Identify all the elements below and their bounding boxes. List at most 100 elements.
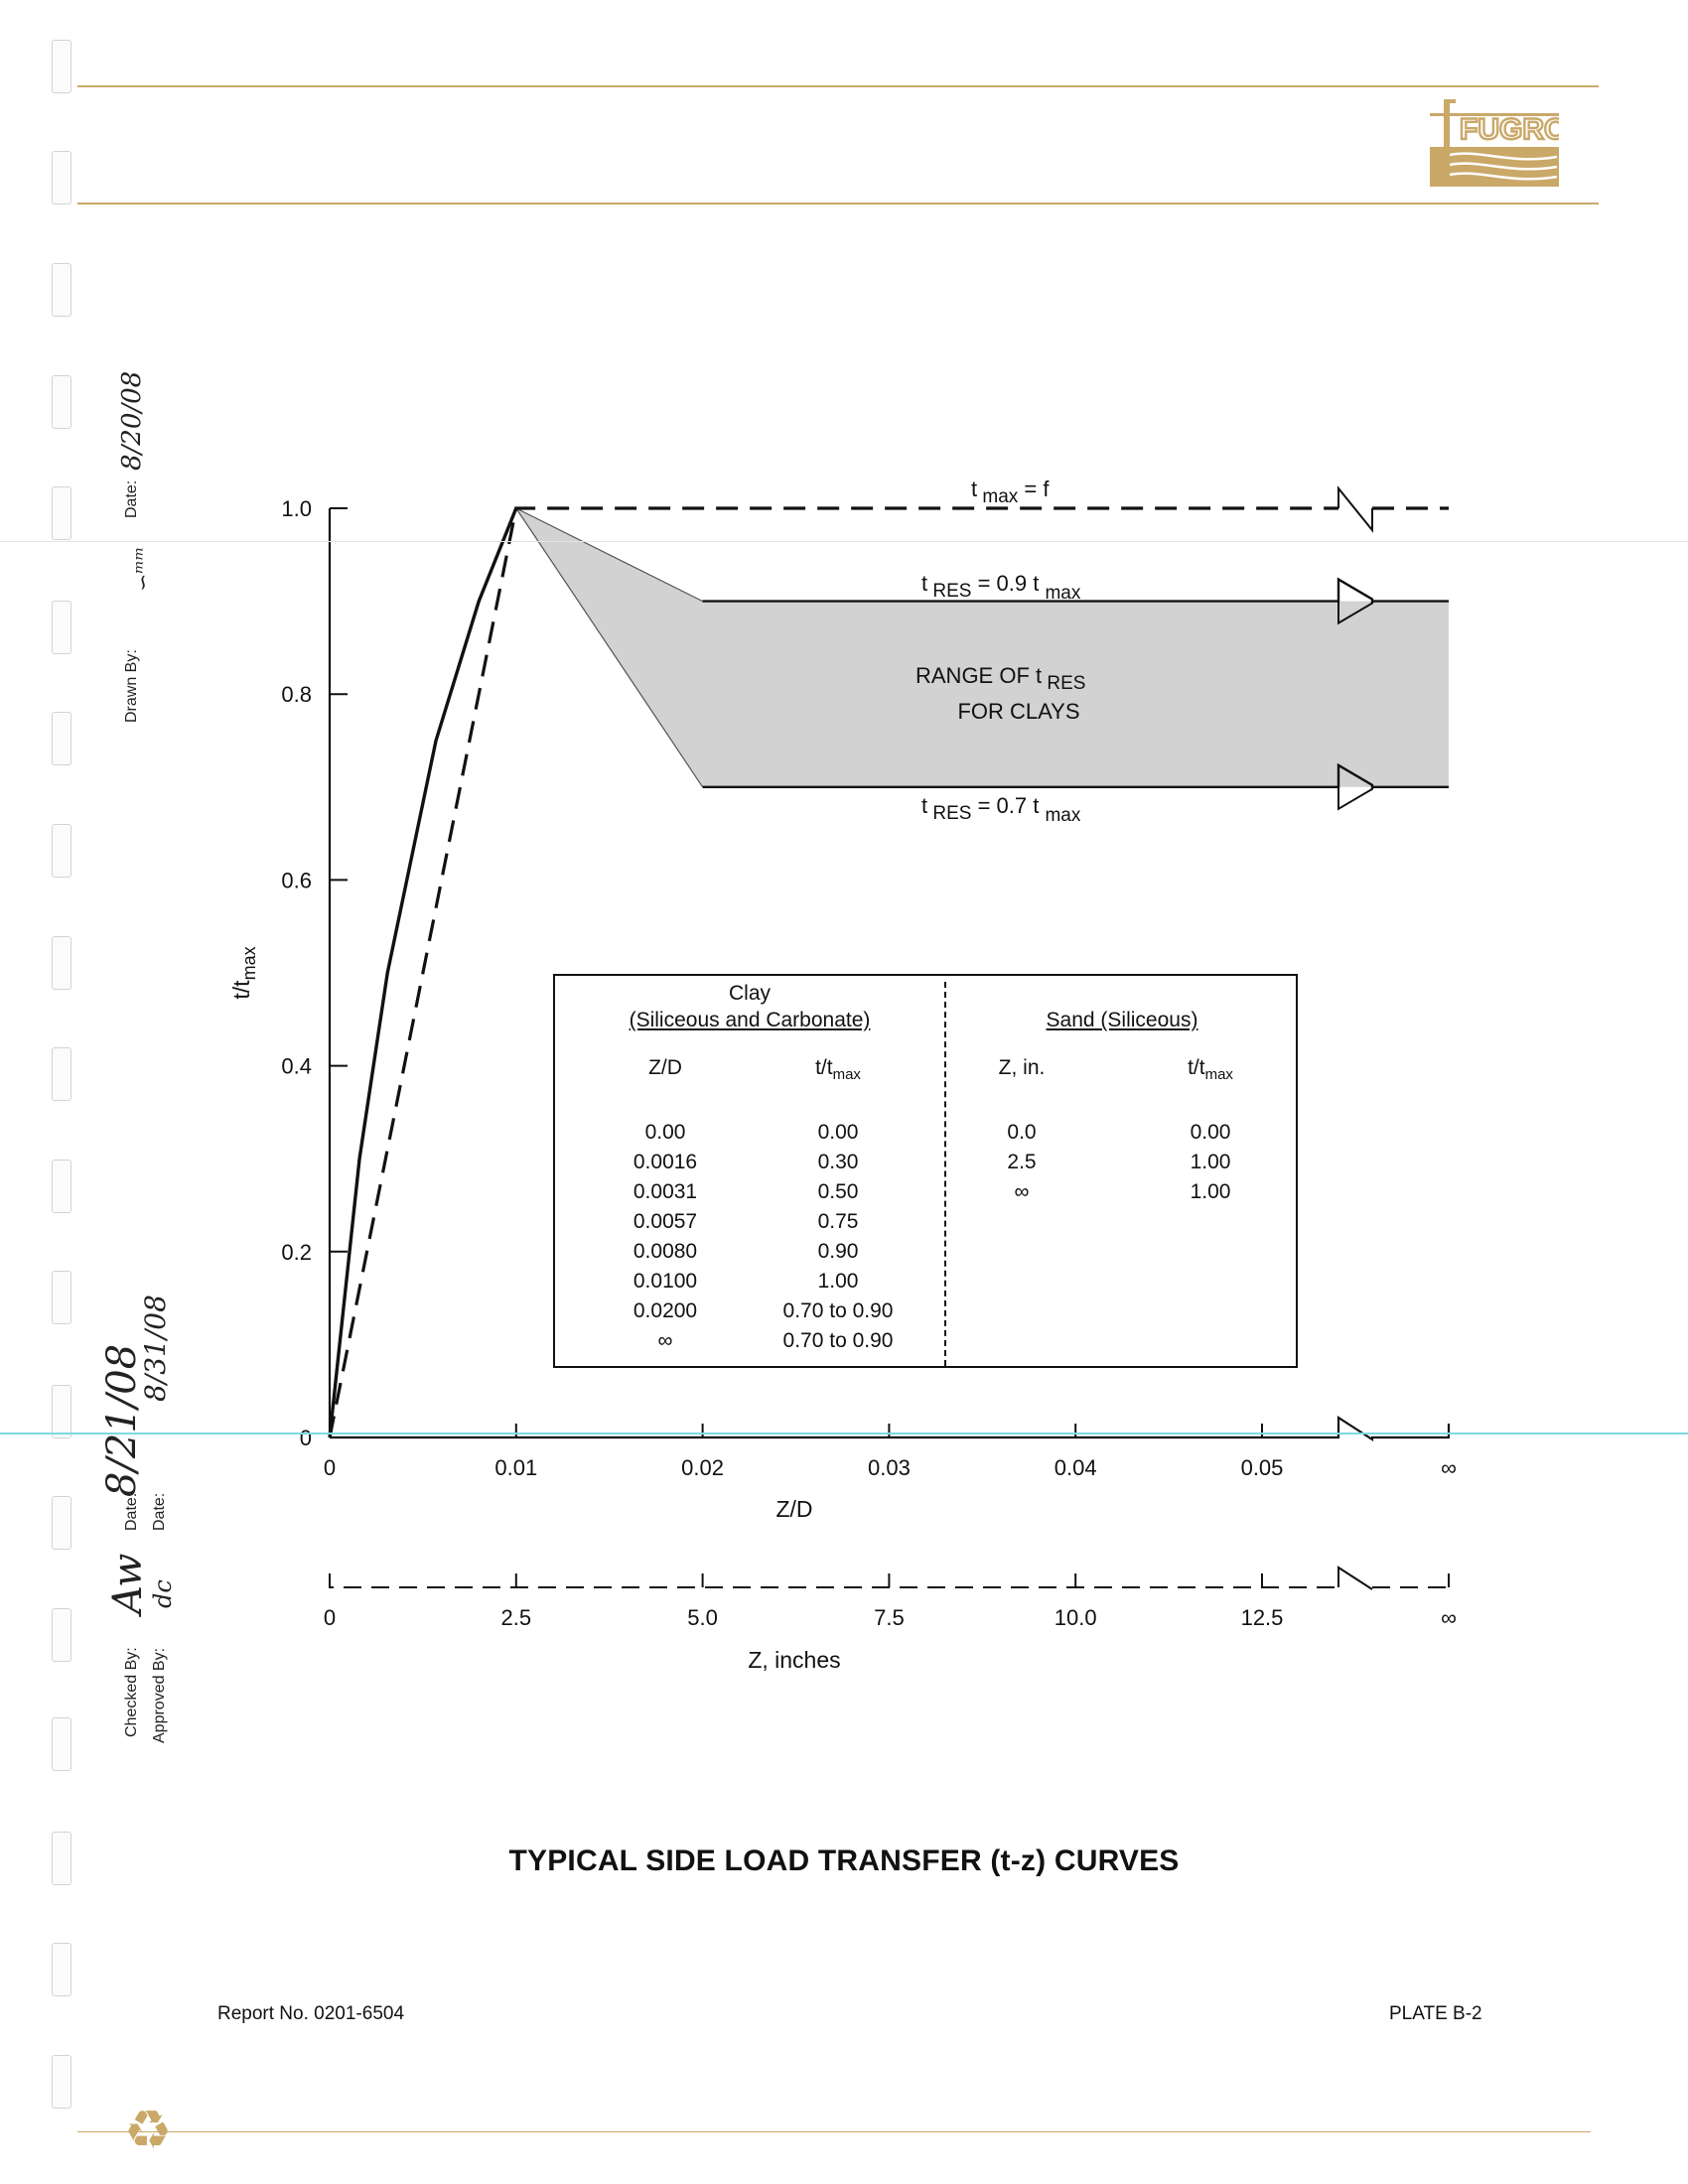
binder-hole [52, 936, 71, 990]
binder-hole [52, 1943, 71, 1996]
binder-hole [52, 1385, 71, 1438]
binder-hole [52, 712, 71, 765]
binder-hole [52, 1608, 71, 1662]
x-tick-label: ∞ [1441, 1455, 1457, 1480]
binder-hole [52, 263, 71, 317]
x-tick-label: 0.05 [1241, 1455, 1284, 1480]
sand-z-cell: 2.5 [1007, 1151, 1037, 1173]
binder-hole [52, 1496, 71, 1550]
clay-ttmax-cell: 0.30 [817, 1151, 859, 1173]
data-table: Clay (Siliceous and Carbonate) Sand (Sil… [553, 974, 1298, 1368]
y-tick-label: 1.0 [281, 496, 312, 521]
tres-upper-label-part: RES [927, 581, 971, 602]
clay-ttmax-cell: 0.75 [817, 1210, 859, 1233]
clay-col-ttmax: t/tmax [764, 1056, 913, 1087]
clay-ttmax-cell: 0.00 [817, 1121, 859, 1144]
clay-zd-cell: 0.0057 [633, 1210, 698, 1233]
sand-col-ttmax: t/tmax [1141, 1056, 1280, 1087]
clay-ttmax-cell: 0.70 to 0.90 [782, 1299, 894, 1322]
clay-ttmax-cell: 1.00 [817, 1270, 859, 1293]
tmax-label: t max = f [971, 477, 1050, 507]
clay-col-zd: Z/D [648, 1056, 682, 1079]
binder-hole [52, 1271, 71, 1324]
y-tick-label: 0 [300, 1426, 312, 1450]
tres-lower-label-part: max [1045, 805, 1080, 826]
sand-col-z: Z, in. [998, 1056, 1046, 1079]
tres-lower-label-part: = 0.7 t [971, 793, 1045, 818]
plate-number: PLATE B-2 [1389, 2003, 1482, 2024]
binder-hole [52, 824, 71, 878]
clay-ttmax-cell: 0.70 to 0.90 [782, 1329, 894, 1352]
y-axis-title-main: t/t [228, 980, 254, 1000]
scan-line-grey [0, 541, 1688, 542]
binder-hole [52, 1047, 71, 1101]
tres-upper-slope [515, 507, 703, 603]
binder-hole [52, 1832, 71, 1885]
binder-hole [52, 601, 71, 654]
x-axis-secondary-break [1337, 1566, 1373, 1590]
y-tick-label: 0.4 [281, 1054, 312, 1079]
tres-lower-label-part: RES [927, 803, 971, 824]
x-tick-label: 0 [324, 1455, 336, 1480]
tres-upper-label-part: = 0.9 t [971, 571, 1045, 596]
clay-zd-cell: 0.0016 [633, 1151, 698, 1173]
x2-tick-label: 10.0 [1055, 1605, 1097, 1630]
x-axis-secondary-end [1372, 1573, 1450, 1588]
y-axis-title-sub: max [239, 946, 259, 980]
binder-hole [52, 40, 71, 93]
series-line-clay [328, 507, 518, 1438]
x2-axis-title: Z, inches [748, 1647, 840, 1673]
x-tick-label: 0.02 [681, 1455, 724, 1480]
x-axis-secondary [329, 1573, 1338, 1588]
tres-lower-line-break [1337, 763, 1373, 811]
page-title: TYPICAL SIDE LOAD TRANSFER (t-z) CURVES [508, 1844, 1180, 1877]
logo-text: FUGRO [1460, 113, 1559, 146]
y-tick-label: 0.2 [281, 1240, 312, 1265]
binder-hole [52, 1160, 71, 1213]
x2-tick-label: 0 [324, 1605, 336, 1630]
clay-zd-cell: 0.0100 [633, 1270, 698, 1293]
fugro-logo: FUGRO [1430, 95, 1569, 189]
scan-line-cyan [0, 1433, 1688, 1434]
x-tick-label: 0.03 [868, 1455, 911, 1480]
tres-lower-label: t RES = 0.7 t max [921, 793, 1081, 826]
clay-zd-cell: ∞ [657, 1329, 673, 1352]
range-label-2: FOR CLAYS [957, 699, 1079, 724]
range-label-1-part: RES [1042, 673, 1085, 694]
y-axis-title: t/tmax [228, 946, 259, 999]
tmax-label-part: = f [1018, 477, 1050, 501]
sand-ttmax-cell: 1.00 [1190, 1180, 1231, 1203]
binder-hole [52, 2055, 71, 2109]
sand-z-cell: 0.0 [1007, 1121, 1037, 1144]
y-tick-label: 0.6 [281, 868, 312, 892]
series-line-sand [328, 506, 1338, 1438]
tmax-label-part: t [971, 477, 977, 501]
clay-zd-cell: 0.0031 [633, 1180, 698, 1203]
sand-z-cell: ∞ [1014, 1180, 1030, 1203]
residual-range-shade [515, 508, 1449, 787]
sand-title: Sand (Siliceous) [1046, 1009, 1198, 1031]
x2-tick-label: 12.5 [1241, 1605, 1284, 1630]
sand-ttmax-cell: 0.00 [1190, 1121, 1231, 1144]
tmax-break [1337, 485, 1373, 533]
sand-ttmax-cell: 1.00 [1190, 1151, 1231, 1173]
tres-upper-label-part: t [921, 571, 927, 596]
tres-lower-label-part: t [921, 793, 927, 818]
binder-hole [52, 486, 71, 540]
range-label-1-part: RANGE OF t [915, 663, 1042, 688]
y-tick-label: 0.8 [281, 682, 312, 707]
binder-hole [52, 375, 71, 429]
sand-col-ttmax-main: t/t [1188, 1056, 1205, 1079]
clay-title-2: (Siliceous and Carbonate) [629, 1009, 871, 1031]
x-axis-title: Z/D [775, 1496, 812, 1522]
range-label-1: RANGE OF t RES [915, 663, 1085, 694]
clay-zd-cell: 0.0080 [633, 1240, 698, 1263]
header-rule-bottom [77, 203, 1599, 205]
binder-hole [52, 151, 71, 205]
report-number: Report No. 0201-6504 [217, 2003, 405, 2024]
clay-col-ttmax-sub: max [832, 1066, 861, 1084]
x2-tick-label: 2.5 [501, 1605, 532, 1630]
x2-tick-label: ∞ [1441, 1605, 1457, 1630]
header-rule-top [77, 85, 1599, 87]
